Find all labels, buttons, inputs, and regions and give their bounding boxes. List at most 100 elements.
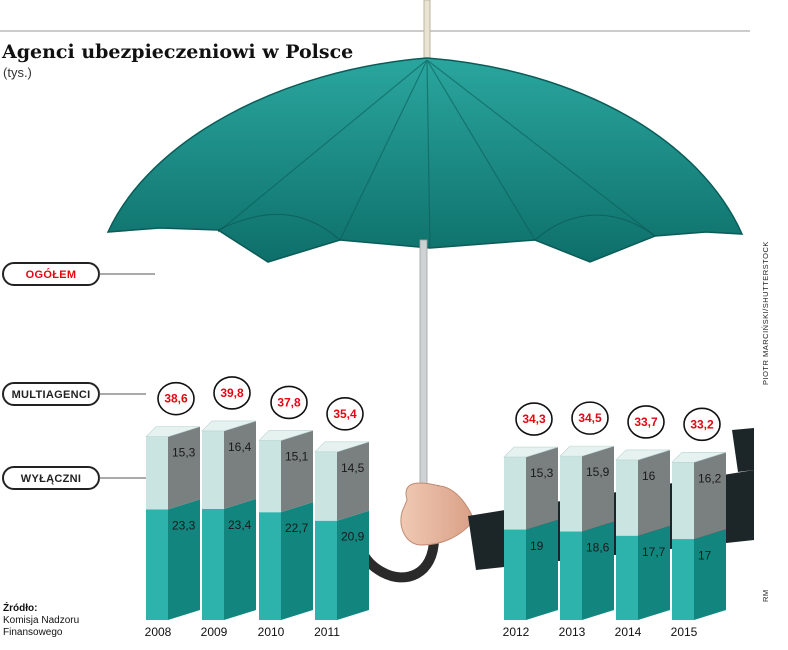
bar-segment-wylaczni <box>315 520 337 620</box>
bar-2008: 15,3 23,3 <box>145 426 201 620</box>
bar-segment-multiagenci <box>259 440 281 513</box>
total-circle <box>157 381 195 416</box>
bar-side-wylaczni <box>224 498 256 620</box>
bar-segment-multiagenci <box>315 451 337 521</box>
total-circle <box>627 405 665 439</box>
bar-segment-multiagenci <box>202 430 224 509</box>
bar-top <box>671 451 727 463</box>
bar-2011: 14,5 20,9 <box>314 441 370 620</box>
total-2009: 39,8 <box>213 376 251 410</box>
bar-side-multiagenci <box>224 420 256 509</box>
bar-top <box>258 430 314 441</box>
bar-2009: 16,4 23,4 <box>201 420 257 620</box>
bar-top <box>145 426 201 437</box>
bar-segment-wylaczni <box>146 509 168 620</box>
bar-side-multiagenci <box>582 446 614 532</box>
total-2010: 37,8 <box>270 385 308 420</box>
bar-segment-multiagenci <box>146 436 168 510</box>
year-label-2011: 2011 <box>314 625 340 639</box>
total-circle <box>515 402 553 436</box>
total-label: 34,3 <box>522 412 546 426</box>
year-label-2015: 2015 <box>671 625 698 639</box>
year-label-2009: 2009 <box>201 625 228 639</box>
bar-top <box>201 420 257 432</box>
bar-side-multiagenci <box>526 447 558 530</box>
bar-side-multiagenci <box>281 430 313 513</box>
author-credit: RM <box>761 589 770 602</box>
bar-segment-wylaczni <box>504 529 526 620</box>
value-label-multiagenci: 15,9 <box>586 465 610 479</box>
bar-2013: 15,9 18,6 <box>559 445 615 620</box>
total-label: 37,8 <box>277 395 301 409</box>
source-heading: Źródło: <box>3 601 37 614</box>
value-label-multiagenci: 16,4 <box>228 440 252 454</box>
totals-group: 38,6 39,8 37,8 35,4 34,3 34,5 33,7 33,2 <box>157 376 721 442</box>
total-2008: 38,6 <box>157 381 195 416</box>
legend: OGÓŁEM MULTIAGENCI WYŁĄCZNI <box>2 262 155 490</box>
value-label-multiagenci: 15,1 <box>285 449 309 463</box>
bar-segment-wylaczni <box>672 539 694 620</box>
total-circle <box>270 385 308 420</box>
source-line-2: Komisja Nadzoru <box>3 615 79 626</box>
photo-credit: PIOTR MARCIŃSKI/SHUTTERSTOCK <box>761 241 770 385</box>
bar-side-multiagenci <box>168 426 200 510</box>
bar-side-multiagenci <box>337 441 369 521</box>
value-label-wylaczni: 20,9 <box>341 530 365 544</box>
source-line-3: Finansowego <box>3 627 63 638</box>
total-circle <box>213 376 251 410</box>
value-label-multiagenci: 16,2 <box>698 471 722 485</box>
total-label: 33,7 <box>634 415 658 429</box>
total-label: 35,4 <box>333 407 357 421</box>
value-label-wylaczni: 17 <box>698 548 712 562</box>
bar-side-wylaczni <box>526 519 558 620</box>
total-circle <box>683 407 721 442</box>
total-label: 33,2 <box>690 417 714 431</box>
bar-segment-wylaczni <box>616 535 638 620</box>
year-label-2014: 2014 <box>615 625 642 639</box>
legend-excl-label: WYŁĄCZNI <box>21 473 81 485</box>
year-label-2013: 2013 <box>559 625 586 639</box>
chart-subtitle: (tys.) <box>3 65 32 80</box>
chart-title: Agenci ubezpieczeniowi w Polsce <box>1 41 353 63</box>
value-label-wylaczni: 18,6 <box>586 541 610 555</box>
total-2011: 35,4 <box>326 397 364 431</box>
bar-2010: 15,1 22,7 <box>258 430 314 620</box>
bar-side-wylaczni <box>168 499 200 620</box>
value-label-multiagenci: 16 <box>642 469 656 483</box>
bar-2014: 16 17,7 <box>615 449 671 620</box>
total-2012: 34,3 <box>515 402 553 436</box>
bar-segment-wylaczni <box>560 531 582 620</box>
value-label-multiagenci: 15,3 <box>172 446 196 460</box>
year-label-2010: 2010 <box>258 625 285 639</box>
legend-multi-label: MULTIAGENCI <box>12 389 91 401</box>
bar-top <box>314 441 370 453</box>
bar-side-multiagenci <box>694 452 726 540</box>
total-2013: 34,5 <box>571 401 609 435</box>
bar-segment-wylaczni <box>259 512 281 620</box>
total-circle <box>571 401 609 435</box>
bar-segment-multiagenci <box>560 456 582 532</box>
total-label: 38,6 <box>164 392 188 406</box>
bar-2012: 15,3 19 <box>503 446 559 620</box>
bar-side-wylaczni <box>281 502 313 620</box>
total-2014: 33,7 <box>627 405 665 439</box>
value-label-wylaczni: 19 <box>530 539 544 553</box>
year-labels: 2008 2009 2010 2011 2012 2013 2014 2015 <box>145 625 698 639</box>
bar-segment-multiagenci <box>672 462 694 540</box>
total-circle <box>326 397 364 431</box>
bar-side-multiagenci <box>638 449 670 536</box>
total-2015: 33,2 <box>683 407 721 442</box>
bar-side-wylaczni <box>638 525 670 620</box>
value-label-multiagenci: 14,5 <box>341 461 365 475</box>
bar-top <box>615 449 671 461</box>
bar-top <box>559 445 615 457</box>
bar-2015: 16,2 17 <box>671 451 727 620</box>
bar-top <box>503 446 559 458</box>
total-label: 39,8 <box>220 386 244 400</box>
bar-segment-multiagenci <box>616 459 638 536</box>
legend-total-label: OGÓŁEM <box>26 268 77 281</box>
year-label-2012: 2012 <box>503 625 530 639</box>
value-label-wylaczni: 23,4 <box>228 518 252 532</box>
bar-segment-multiagenci <box>504 457 526 530</box>
value-label-wylaczni: 23,3 <box>172 518 196 532</box>
